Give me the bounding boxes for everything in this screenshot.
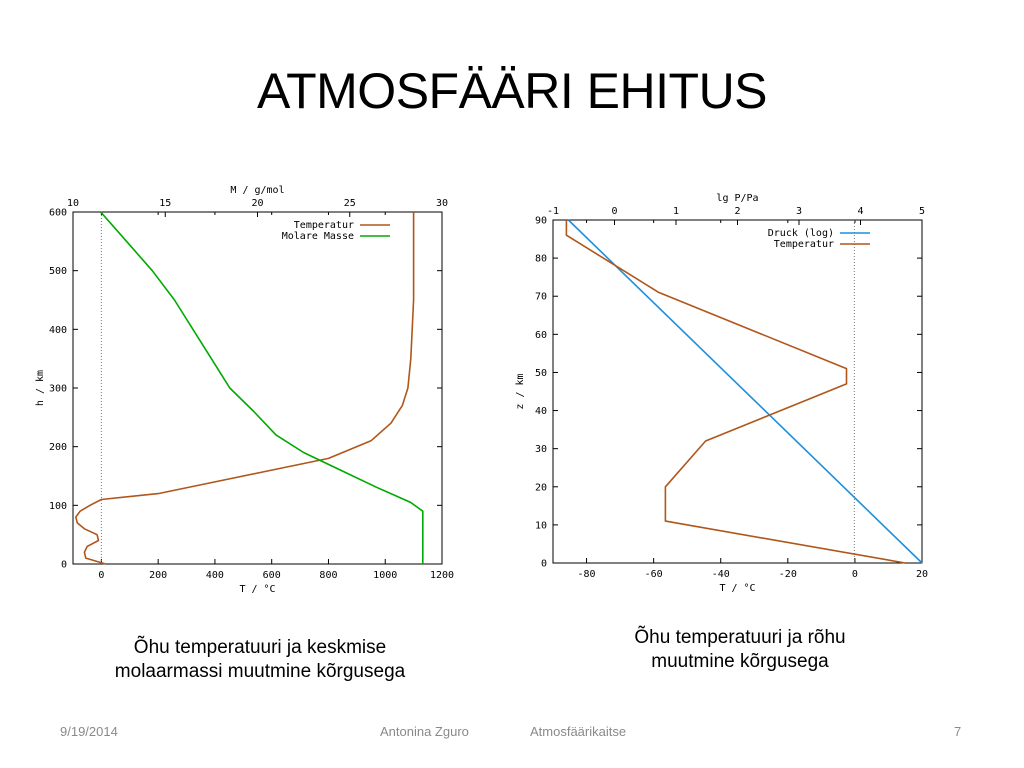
chart1-series-temperatur bbox=[74, 212, 415, 565]
chart1-series-molare-masse bbox=[100, 211, 424, 564]
right-caption-line-1: Õhu temperatuuri ja rõhu bbox=[634, 627, 846, 648]
footer-page-number: 7 bbox=[954, 724, 962, 739]
chart1-y-tick-label: 400 bbox=[49, 325, 67, 336]
chart2-legend-label-druck-log: Druck (log) bbox=[768, 228, 834, 239]
chart1-y-axis-title: h / km bbox=[35, 370, 46, 406]
chart2-x2-tick-label: 2 bbox=[734, 206, 740, 217]
chart1-legend-label-temperatur: Temperatur bbox=[294, 220, 354, 231]
chart1-x-tick-label: 200 bbox=[149, 570, 167, 581]
chart2-y-tick-label: 0 bbox=[541, 559, 547, 570]
chart1-x-tick-label: 0 bbox=[98, 570, 104, 581]
chart1-y-tick-label: 600 bbox=[49, 208, 67, 219]
chart2-x-tick-label: 0 bbox=[852, 569, 858, 580]
chart1-y-tick-label: 300 bbox=[49, 384, 67, 395]
chart2-x2-tick-label: 3 bbox=[796, 206, 802, 217]
left-caption-line-2: molaarmassi muutmine kõrgusega bbox=[114, 661, 406, 682]
chart2-x2-axis-title: lg P/Pa bbox=[716, 193, 758, 204]
chart1-x-tick-label: 800 bbox=[319, 570, 337, 581]
chart1-x2-tick-label: 15 bbox=[159, 198, 171, 209]
chart2-x-tick-label: -40 bbox=[712, 569, 730, 580]
chart1-x2-tick-label: 20 bbox=[251, 198, 263, 209]
left-caption-line-1: Õhu temperatuuri ja keskmise bbox=[133, 637, 387, 658]
chart2-y-tick-label: 20 bbox=[535, 482, 547, 493]
chart2-y-tick-label: 10 bbox=[535, 520, 547, 531]
temperature-pressure-chart: -80 -60 -40 -20 0 20 -1 0 1 2 3 4 5 0 10 20 30 40 50 60 70 80… bbox=[500, 186, 950, 598]
right-chart-caption: Õhu temperatuuri ja rõhu muutmine kõrgus… bbox=[560, 626, 920, 674]
chart1-x-tick-label: 400 bbox=[206, 570, 224, 581]
chart2-x2-tick-label: -1 bbox=[547, 206, 559, 217]
chart2-x-axis-title: T / °C bbox=[719, 583, 755, 594]
chart2-y-tick-label: 40 bbox=[535, 406, 547, 417]
chart2-y-tick-label: 60 bbox=[535, 330, 547, 341]
chart1-x-tick-label: 1200 bbox=[430, 570, 454, 581]
chart2-x-tick-label: -60 bbox=[645, 569, 663, 580]
chart2-series-druck-log bbox=[567, 219, 923, 564]
right-caption-line-2: muutmine kõrgusega bbox=[651, 651, 829, 672]
chart2-y-axis-title: z / km bbox=[515, 373, 526, 409]
chart2-y-tick-label: 70 bbox=[535, 292, 547, 303]
chart2-x-tick-label: -20 bbox=[779, 569, 797, 580]
slide-title: ATMOSFÄÄRI EHITUS bbox=[256, 63, 768, 119]
chart1-x2-axis-title: M / g/mol bbox=[230, 185, 284, 196]
chart1-legend-label-molare-masse: Molare Masse bbox=[282, 231, 354, 242]
chart1-x-tick-label: 1000 bbox=[373, 570, 397, 581]
chart1-y-tick-label: 200 bbox=[49, 442, 67, 453]
footer-subject: Atmosfäärikaitse bbox=[530, 724, 627, 739]
chart2-x2-tick-label: 4 bbox=[857, 206, 863, 217]
left-chart-caption: Õhu temperatuuri ja keskmise molaarmassi… bbox=[40, 636, 480, 684]
chart1-x-axis-title: T / °C bbox=[239, 584, 275, 595]
chart2-x-tick-label: 20 bbox=[916, 569, 928, 580]
footer-author: Antonina Zguro bbox=[380, 724, 469, 739]
chart1-y-tick-label: 0 bbox=[61, 560, 67, 571]
chart1-x2-tick-label: 10 bbox=[67, 198, 79, 209]
chart2-x2-tick-label: 5 bbox=[919, 206, 925, 217]
chart2-plot-frame bbox=[552, 219, 923, 564]
temperature-molar-mass-chart: 0 200 400 600 800 1000 1200 10 15 20 25 30 0 100 200 30… bbox=[14, 176, 464, 601]
chart1-x2-tick-label: 25 bbox=[344, 198, 356, 209]
chart1-plot-frame bbox=[72, 211, 443, 565]
chart2-y-tick-label: 50 bbox=[535, 368, 547, 379]
chart1-x-tick-label: 600 bbox=[263, 570, 281, 581]
footer-date: 9/19/2014 bbox=[60, 724, 118, 739]
chart2-x-tick-label: -80 bbox=[578, 569, 596, 580]
chart2-legend-label-temperatur: Temperatur bbox=[774, 239, 834, 250]
chart2-y-tick-label: 30 bbox=[535, 444, 547, 455]
chart2-x2-tick-label: 0 bbox=[611, 206, 617, 217]
chart1-y-tick-label: 100 bbox=[49, 501, 67, 512]
chart1-y-tick-label: 500 bbox=[49, 266, 67, 277]
temperature-pressure-chart-svg: -80 -60 -40 -20 0 20-1 0 1 2 3 4 501020304050607080… bbox=[515, 193, 928, 594]
chart2-y-tick-label: 80 bbox=[535, 254, 547, 265]
chart2-series-temperatur bbox=[565, 220, 906, 564]
chart2-y-tick-label: 90 bbox=[535, 216, 547, 227]
chart2-x2-tick-label: 1 bbox=[673, 206, 679, 217]
chart1-x2-tick-label: 30 bbox=[436, 198, 448, 209]
